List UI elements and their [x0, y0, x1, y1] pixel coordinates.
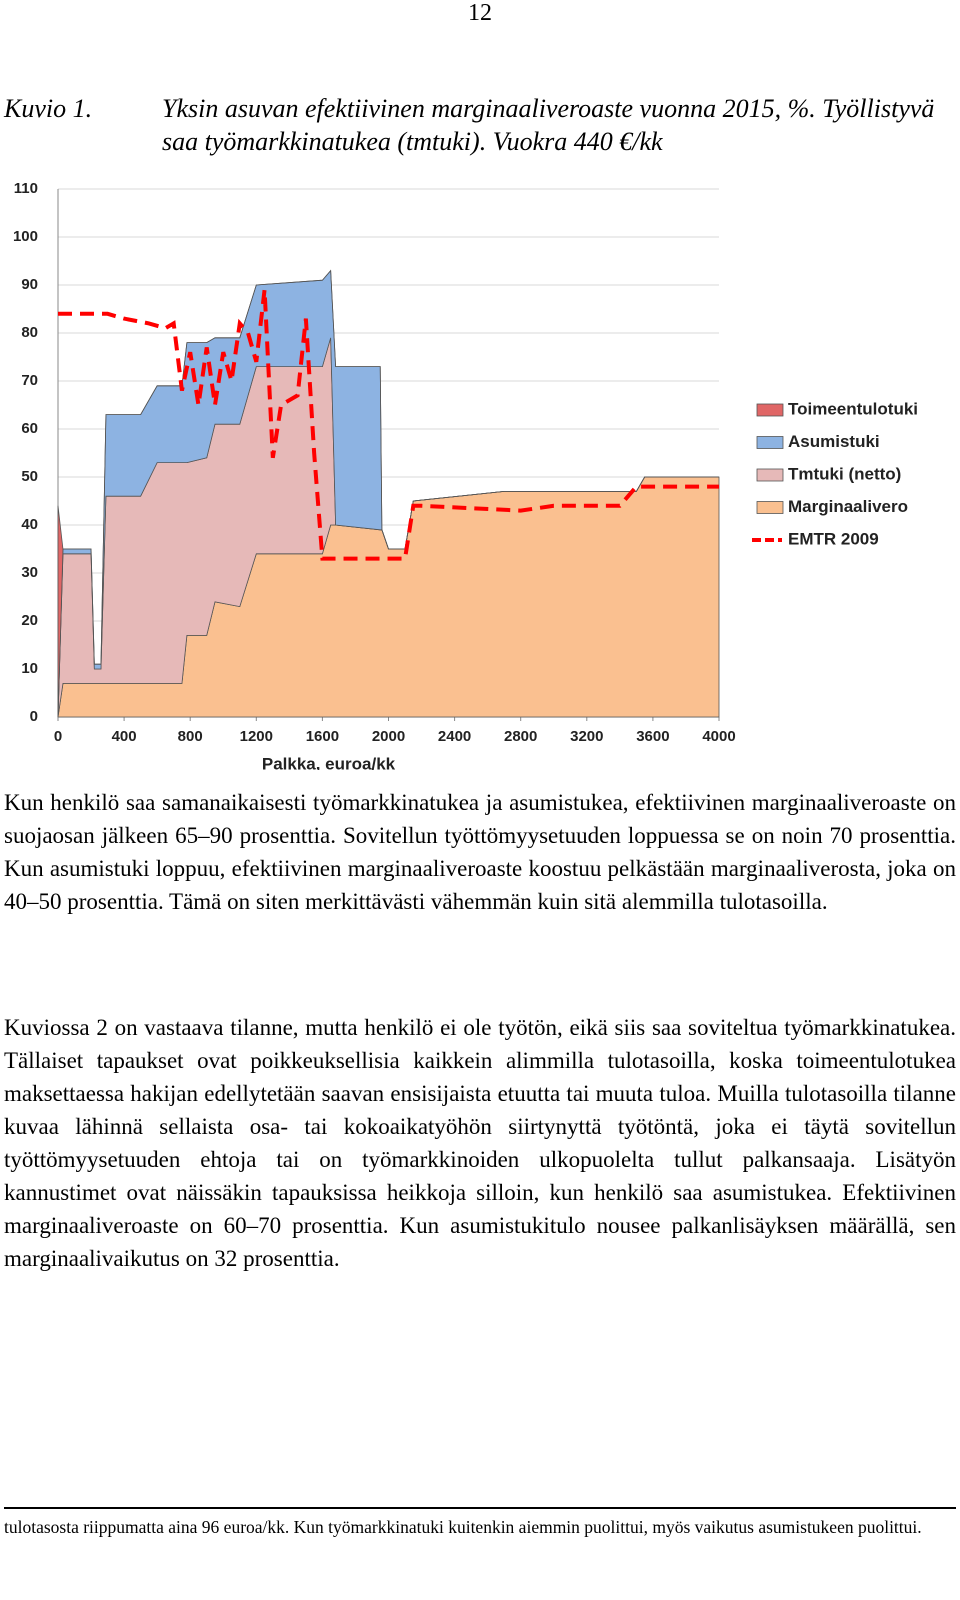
x-tick-label: 2000 [372, 728, 405, 745]
y-tick-label: 30 [21, 564, 38, 581]
x-tick-label: 3600 [636, 728, 669, 745]
area [57, 269, 719, 718]
x-tick-label: 2800 [504, 728, 537, 745]
legend-swatch [756, 436, 784, 449]
chart: 0 10 20 30 40 50 60 70 80 90 100 110 0 400 800 1200 1600… [13, 180, 918, 770]
legend-swatch [756, 403, 784, 417]
y-tick-label: 110 [14, 180, 38, 197]
y-tick-label: 80 [21, 324, 38, 341]
page-number: 12 [468, 0, 492, 26]
paragraph: Kun henkilö saa samanaikaisesti työmarkk… [4, 790, 956, 914]
footnote-rule [4, 1507, 956, 1509]
y-tick-label: 10 [21, 660, 38, 677]
legend-label: Toimeentulotuki [788, 399, 918, 418]
y-tick-label: 90 [21, 276, 38, 293]
caption-text: Yksin asuvan efektiivinen marginaalivero… [162, 94, 935, 156]
paragraph: Kuviossa 2 on vastaava tilanne, mutta he… [4, 1015, 956, 1271]
x-tick-label: 1600 [306, 728, 339, 745]
y-tick-label: 100 [13, 228, 38, 245]
caption-label: Kuvio 1. [4, 94, 93, 123]
y-tick-label: 60 [21, 420, 38, 437]
x-tick-label: 400 [112, 728, 137, 745]
legend-label: EMTR 2009 [788, 529, 879, 548]
x-tick-label: 800 [178, 728, 203, 745]
x-tick-label: 3200 [570, 728, 603, 745]
y-tick-label: 20 [21, 612, 38, 629]
x-axis-label: Palkka, euroa/kk [262, 754, 396, 770]
y-tick-label: 50 [21, 468, 38, 485]
legend-label: Asumistuki [788, 432, 880, 451]
legend-swatch [756, 501, 784, 514]
y-tick-label: 0 [30, 708, 38, 725]
y-tick-label: 70 [21, 372, 38, 389]
x-tick-label: 1200 [240, 728, 273, 745]
x-tick-label: 2400 [438, 728, 471, 745]
legend-swatch [756, 468, 784, 482]
line [58, 289, 719, 561]
legend-label: Marginaalivero [788, 497, 908, 516]
legend-label: Tmtuki (netto) [788, 464, 901, 483]
figure-caption: Kuvio 1. Yksin asuvan efektiivinen margi… [4, 92, 944, 158]
x-tick-label: 4000 [702, 728, 735, 745]
x-tick-label: 0 [54, 728, 62, 745]
y-tick-label: 40 [21, 516, 38, 533]
footnote: tulotasosta riippumatta aina 96 euroa/kk… [4, 1517, 922, 1537]
